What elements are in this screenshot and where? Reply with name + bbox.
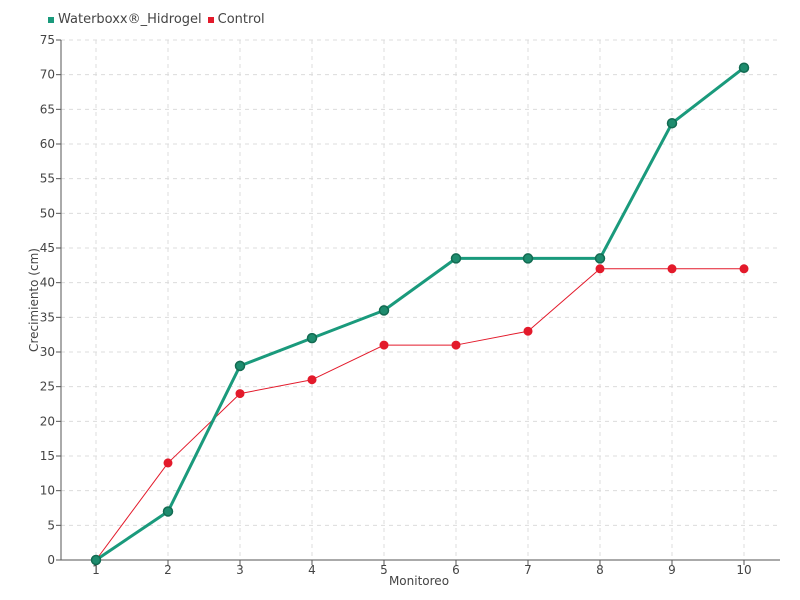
data-point-control xyxy=(307,375,317,385)
y-tick-label: 15 xyxy=(40,449,55,463)
data-point-waterboxx xyxy=(90,554,102,566)
x-tick-label: 10 xyxy=(736,563,751,577)
data-point-control xyxy=(667,264,677,274)
x-tick-label: 8 xyxy=(596,563,604,577)
x-tick-label: 9 xyxy=(668,563,676,577)
legend-swatch-control xyxy=(207,16,214,23)
series-waterboxx xyxy=(90,62,750,566)
legend-swatch-waterboxx xyxy=(48,16,54,23)
y-tick-label: 40 xyxy=(40,276,55,290)
y-tick-label: 60 xyxy=(40,137,55,151)
data-point-waterboxx xyxy=(450,253,462,264)
data-point-waterboxx xyxy=(594,253,606,264)
y-tick-label: 25 xyxy=(40,380,55,394)
y-tick-label: 0 xyxy=(47,553,55,567)
y-axis-title: Crecimiento (cm) xyxy=(27,248,41,352)
y-tick-label: 50 xyxy=(40,206,55,220)
y-tick-label: 45 xyxy=(40,241,55,255)
data-point-waterboxx xyxy=(306,332,318,344)
data-point-waterboxx xyxy=(738,62,750,73)
legend-label-waterboxx: Waterboxx®_Hidrogel xyxy=(58,12,202,27)
data-point-control xyxy=(379,340,389,350)
legend-label-control: Control xyxy=(217,12,265,27)
series-line-control xyxy=(95,268,744,561)
data-point-waterboxx xyxy=(162,506,174,517)
y-tick-label: 30 xyxy=(40,345,55,359)
x-tick-label: 5 xyxy=(380,563,388,577)
y-tick-label: 35 xyxy=(40,310,55,324)
legend-item-control[interactable]: Control xyxy=(207,12,265,27)
y-tick-label: 55 xyxy=(40,172,55,186)
data-point-waterboxx xyxy=(234,360,246,372)
data-point-control xyxy=(163,458,173,468)
y-tick-label: 65 xyxy=(40,102,55,116)
data-point-waterboxx xyxy=(522,253,534,264)
y-tick-label: 20 xyxy=(40,414,55,428)
y-tick-label: 70 xyxy=(40,68,55,82)
x-tick-label: 3 xyxy=(236,563,244,577)
y-tick-label: 75 xyxy=(40,33,55,47)
legend: Waterboxx®_Hidrogel Control xyxy=(48,12,271,27)
data-point-control xyxy=(739,264,749,274)
x-tick-label: 4 xyxy=(308,563,316,577)
series-control xyxy=(91,264,749,565)
x-tick-label: 6 xyxy=(452,563,460,577)
legend-item-waterboxx[interactable]: Waterboxx®_Hidrogel xyxy=(48,12,202,27)
data-point-control xyxy=(451,340,461,350)
x-tick-label: 2 xyxy=(164,563,172,577)
x-tick-label: 7 xyxy=(524,563,532,577)
data-point-waterboxx xyxy=(666,117,678,129)
x-tick-label: 1 xyxy=(92,563,100,577)
data-point-control xyxy=(595,264,605,274)
y-tick-label: 5 xyxy=(47,518,55,532)
data-point-control xyxy=(523,326,533,336)
series-line-waterboxx xyxy=(95,66,745,562)
y-tick-label: 10 xyxy=(40,484,55,498)
data-point-control xyxy=(235,389,245,399)
x-axis-title: Monitoreo xyxy=(389,574,449,588)
data-point-waterboxx xyxy=(378,305,390,316)
